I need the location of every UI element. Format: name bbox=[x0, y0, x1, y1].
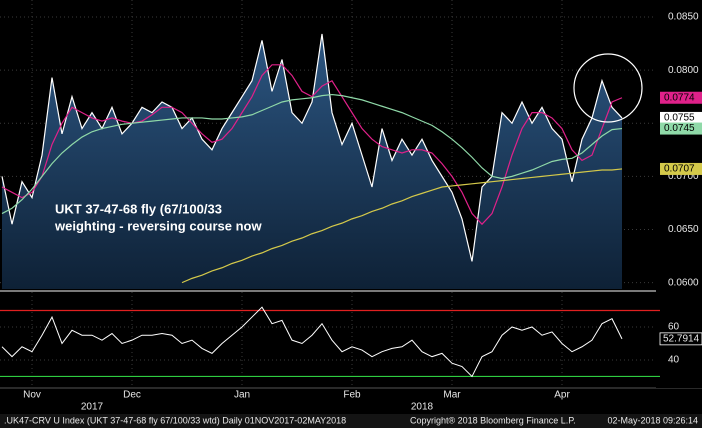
series-line bbox=[1, 93, 623, 215]
right-axis-bg bbox=[656, 0, 702, 388]
last-value-box bbox=[660, 122, 702, 135]
last-value-label: 52.7914 bbox=[663, 333, 700, 344]
y-tick-label: 40 bbox=[668, 355, 680, 366]
annotation: weighting - reversing course now bbox=[54, 218, 262, 233]
highlight-circle bbox=[573, 53, 643, 123]
x-tick-label: Mar bbox=[443, 390, 461, 401]
last-value-box bbox=[660, 111, 702, 124]
x-tick-label: Apr bbox=[554, 390, 570, 401]
x-group-label: 2017 bbox=[81, 402, 104, 413]
footer-bar bbox=[0, 414, 702, 428]
series-line bbox=[181, 168, 623, 284]
y-tick-label: 0.0850 bbox=[668, 12, 699, 23]
footer-right: 02-May-2018 09:26:14 bbox=[607, 415, 698, 425]
series-line bbox=[1, 306, 623, 378]
annotation: UKT 37-47-68 fly (67/100/33 bbox=[55, 201, 222, 216]
y-tick-label: 0.0800 bbox=[668, 65, 699, 76]
x-tick-label: Jan bbox=[234, 390, 250, 401]
last-value-box bbox=[660, 162, 702, 175]
x-group-label: 2018 bbox=[411, 402, 434, 413]
x-tick-label: Feb bbox=[343, 390, 361, 401]
y-tick-label: 0.0650 bbox=[668, 224, 699, 235]
series-line bbox=[1, 64, 623, 226]
last-value-box bbox=[659, 332, 702, 346]
footer-center: Copyright® 2018 Bloomberg Finance L.P. bbox=[410, 415, 576, 425]
last-value-box bbox=[660, 91, 702, 104]
x-tick-label: Dec bbox=[123, 390, 141, 401]
footer-left: .UK47-CRV U Index (UKT 37-47-68 fly 67/1… bbox=[4, 415, 346, 425]
last-value-label: 0.0774 bbox=[664, 92, 695, 103]
last-value-label: 0.0707 bbox=[664, 164, 695, 175]
x-tick-label: Nov bbox=[23, 390, 41, 401]
y-tick-label: 0.0600 bbox=[668, 277, 699, 288]
area-fill bbox=[2, 34, 622, 289]
last-value-label: 0.0745 bbox=[664, 123, 695, 134]
series-line bbox=[1, 33, 623, 262]
last-value-label: 0.0755 bbox=[664, 113, 695, 124]
y-tick-label: 0.0700 bbox=[668, 171, 699, 182]
y-tick-label: 60 bbox=[668, 322, 680, 333]
